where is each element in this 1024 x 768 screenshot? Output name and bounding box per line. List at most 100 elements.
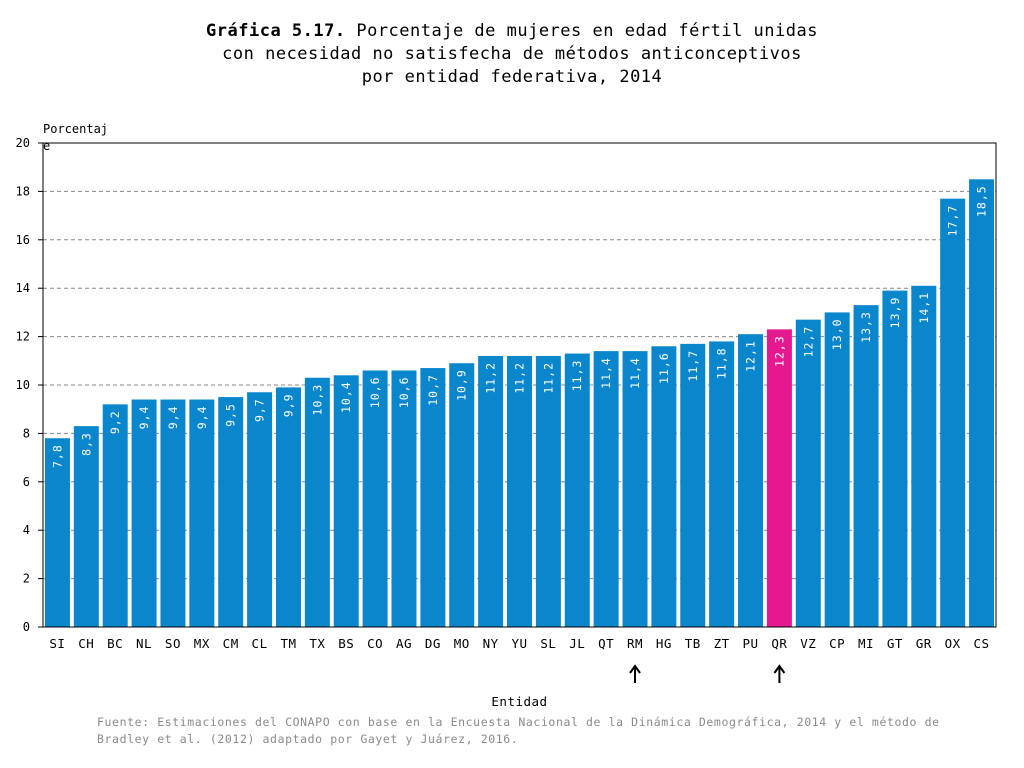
arrow-up-icon xyxy=(629,664,641,674)
data-label-ny: 11,2 xyxy=(484,362,498,394)
bar-ag xyxy=(391,370,417,627)
bar-ch xyxy=(73,426,99,627)
bar-zt xyxy=(709,341,735,627)
bar-gt xyxy=(882,290,908,627)
data-label-tb: 11,7 xyxy=(686,350,700,382)
bar-mo xyxy=(449,363,475,627)
x-tick-label-cl: CL xyxy=(252,636,268,651)
x-tick-label-jl: JL xyxy=(569,636,585,651)
x-tick-label-cm: CM xyxy=(223,636,239,651)
data-label-cm: 9,5 xyxy=(224,403,238,427)
data-label-qt: 11,4 xyxy=(599,357,613,389)
bar-ox xyxy=(940,198,966,627)
data-label-zt: 11,8 xyxy=(715,347,729,379)
x-tick-label-qt: QT xyxy=(598,636,614,651)
plot-frame xyxy=(42,142,997,628)
bar-bs xyxy=(333,375,359,627)
data-label-tx: 10,3 xyxy=(310,384,324,416)
arrows xyxy=(629,664,786,683)
data-label-ch: 8,3 xyxy=(79,432,93,456)
x-tick-label-tx: TX xyxy=(309,636,325,651)
y-axis-label-wrap: e xyxy=(43,139,50,153)
data-label-bs: 10,4 xyxy=(339,381,353,413)
bar-co xyxy=(362,370,388,627)
data-label-yu: 11,2 xyxy=(513,362,527,394)
x-tick-label-so: SO xyxy=(165,636,181,651)
bar-cp xyxy=(824,312,850,627)
bar-sl xyxy=(535,355,561,627)
data-label-si: 7,8 xyxy=(50,444,64,468)
bar-cs xyxy=(969,179,995,628)
data-label-mi: 13,3 xyxy=(859,311,873,343)
bar-tm xyxy=(275,387,301,627)
bar-dg xyxy=(420,368,446,627)
y-tick-label: 4 xyxy=(23,523,30,537)
chart-title: Gráfica 5.17. Porcentaje de mujeres en e… xyxy=(0,20,1024,89)
x-tick-label-tm: TM xyxy=(280,636,296,651)
bar-nl xyxy=(131,399,157,627)
x-tick-label-ox: OX xyxy=(945,636,961,651)
x-tick-label-bc: BC xyxy=(107,636,123,651)
data-label-jl: 11,3 xyxy=(570,360,584,392)
data-label-hg: 11,6 xyxy=(657,352,671,384)
x-tick-label-zt: ZT xyxy=(714,636,730,651)
bar-jl xyxy=(564,353,590,627)
x-tick-label-ny: NY xyxy=(483,636,499,651)
data-label-ox: 17,7 xyxy=(946,205,960,237)
data-label-rm: 11,4 xyxy=(628,357,642,389)
x-tick-label-ag: AG xyxy=(396,636,412,651)
x-tick-label-rm: RM xyxy=(627,636,643,651)
chart-title-number: Gráfica 5.17. xyxy=(206,21,346,41)
source-note: Fuente: Estimaciones del CONAPO con base… xyxy=(97,715,940,746)
x-tick-label-nl: NL xyxy=(136,636,152,651)
data-label-gt: 13,9 xyxy=(888,297,902,329)
bar-pu xyxy=(738,334,764,627)
y-tick-label: 10 xyxy=(16,378,30,392)
x-tick-label-gt: GT xyxy=(887,636,903,651)
chart-title-line1: Porcentaje de mujeres en edad fértil uni… xyxy=(356,21,818,41)
x-tick-label-yu: YU xyxy=(511,636,527,651)
data-label-co: 10,6 xyxy=(368,376,382,408)
data-label-nl: 9,4 xyxy=(137,406,151,430)
y-axis-ticks: 0 2 4 6 8 10 12 14 16 18 20 xyxy=(16,136,43,634)
x-tick-label-mx: MX xyxy=(194,636,210,651)
x-tick-label-co: CO xyxy=(367,636,383,651)
y-tick-label: 14 xyxy=(16,281,30,295)
x-tick-label-bs: BS xyxy=(338,636,354,651)
x-tick-label-cs: CS xyxy=(974,636,990,651)
data-label-so: 9,4 xyxy=(166,406,180,430)
y-tick-label: 20 xyxy=(16,136,30,150)
data-label-sl: 11,2 xyxy=(541,362,555,394)
bar-chart: 7,8 8,3 9,2 9,4 9,4 9,4 9,5 9,7 9,9 10,3 10,4 10,6 1… xyxy=(16,122,997,709)
bar-mx xyxy=(189,399,215,627)
bar-gr xyxy=(911,285,937,627)
y-axis-label: Porcentaj xyxy=(43,122,108,136)
bar-rm xyxy=(622,351,648,627)
data-label-qr: 12,3 xyxy=(772,335,786,367)
y-tick-label: 12 xyxy=(16,330,30,344)
bar-bc xyxy=(102,404,128,627)
bar-yu xyxy=(507,355,532,627)
bar-vz xyxy=(795,319,821,627)
x-tick-label-cp: CP xyxy=(829,636,845,651)
x-tick-label-tb: TB xyxy=(685,636,701,651)
data-label-vz: 12,7 xyxy=(801,326,815,358)
bar-ny xyxy=(478,355,504,627)
x-tick-label-hg: HG xyxy=(656,636,672,651)
bar-qr xyxy=(766,329,792,627)
data-label-mo: 10,9 xyxy=(455,369,469,401)
bar-tx xyxy=(304,377,330,627)
bar-si xyxy=(44,438,70,627)
data-label-ag: 10,6 xyxy=(397,376,411,408)
bar-hg xyxy=(651,346,677,627)
data-label-pu: 12,1 xyxy=(744,340,758,372)
x-tick-label-mo: MO xyxy=(454,636,470,651)
x-tick-label-si: SI xyxy=(49,636,65,651)
data-label-dg: 10,7 xyxy=(426,374,440,406)
arrow-up-icon xyxy=(773,664,786,674)
bar-so xyxy=(160,399,186,627)
data-label-cp: 13,0 xyxy=(830,318,844,350)
bar-cm xyxy=(218,397,244,627)
chart-title-line2: con necesidad no satisfecha de métodos a… xyxy=(222,44,802,64)
x-tick-label-mi: MI xyxy=(858,636,874,651)
